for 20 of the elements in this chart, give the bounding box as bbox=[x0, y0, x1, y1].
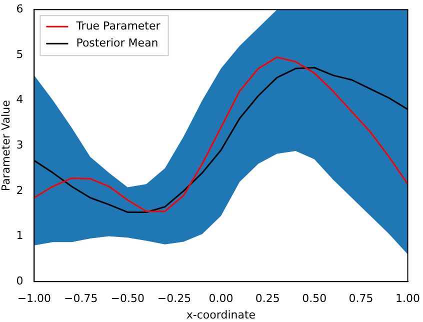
x-tick-label: 0.75 bbox=[348, 292, 374, 306]
x-tick-label: −0.75 bbox=[64, 292, 98, 306]
y-tick-label: 3 bbox=[16, 138, 24, 152]
legend-label: Posterior Mean bbox=[76, 36, 158, 50]
x-tick-label: −0.25 bbox=[157, 292, 192, 306]
x-tick-label: 0.00 bbox=[208, 292, 234, 306]
y-tick-label: 1 bbox=[16, 229, 24, 242]
x-tick-label: 1.00 bbox=[396, 292, 420, 306]
x-tick-label: −0.50 bbox=[110, 292, 144, 306]
x-tick-label: −1.00 bbox=[17, 292, 52, 306]
y-tick-label: 4 bbox=[16, 93, 24, 106]
y-tick-label: 2 bbox=[16, 184, 24, 197]
y-axis-title: Parameter Value bbox=[0, 100, 12, 192]
x-tick-label: 0.25 bbox=[255, 292, 280, 306]
x-tick-label: 0.50 bbox=[302, 292, 327, 306]
y-tick-label: 0 bbox=[16, 274, 24, 288]
y-tick-label: 5 bbox=[16, 48, 24, 61]
y-tick-label: 6 bbox=[16, 2, 24, 16]
x-axis-title: x-coordinate bbox=[186, 308, 256, 322]
legend-label: True Parameter bbox=[75, 19, 161, 32]
